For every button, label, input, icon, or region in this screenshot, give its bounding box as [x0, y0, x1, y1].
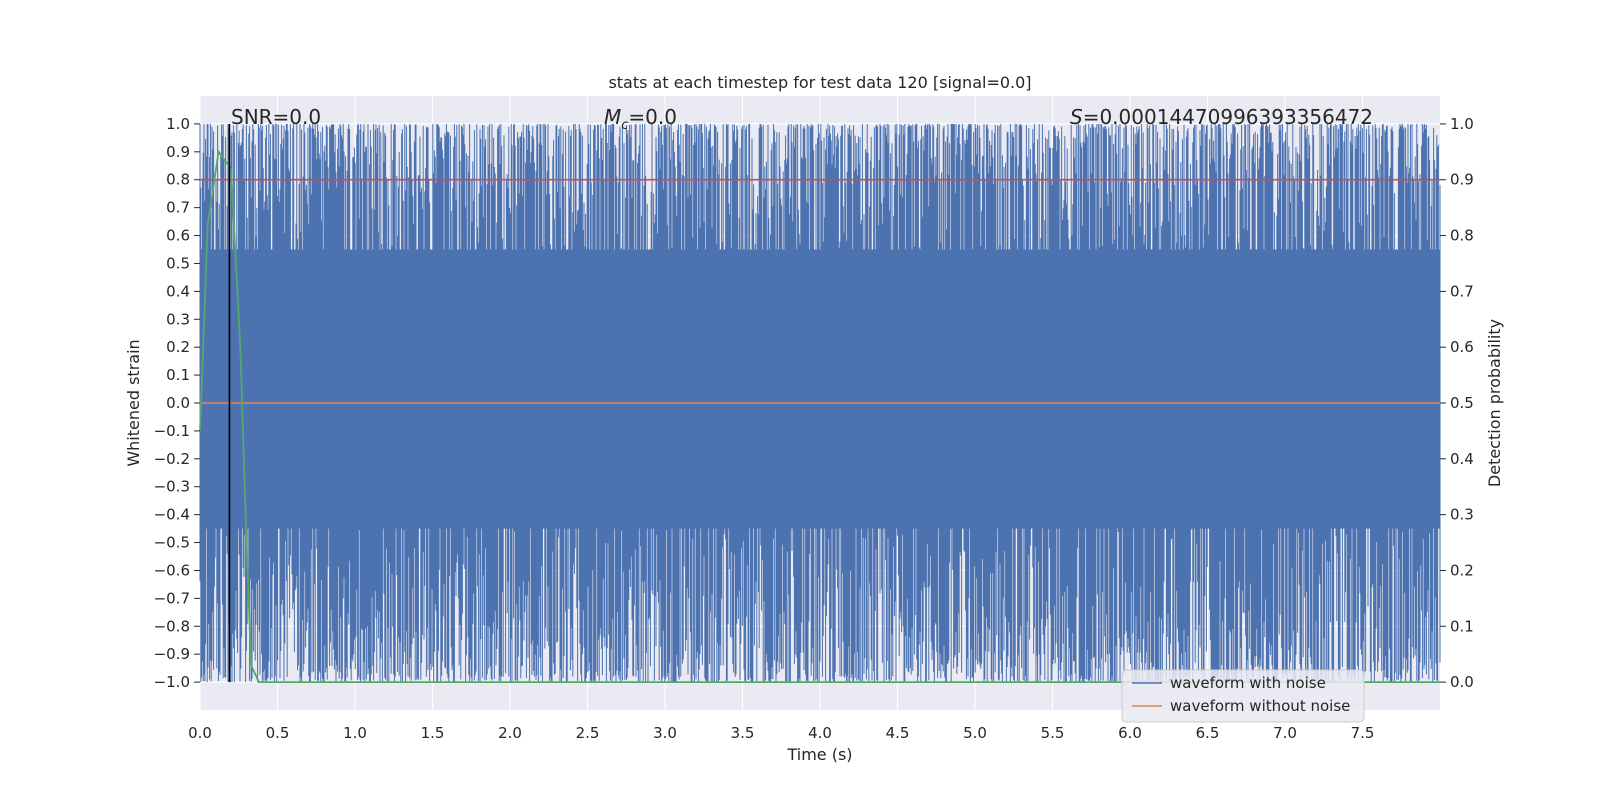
x-tick-label: 5.0 — [963, 724, 987, 742]
y-tick-label: 0.6 — [166, 227, 190, 245]
x-tick-label: 3.0 — [653, 724, 677, 742]
y2-tick-label: 0.0 — [1450, 673, 1474, 691]
y-tick-label: −0.7 — [154, 589, 190, 607]
legend-label-waveform-without-noise: waveform without noise — [1170, 697, 1350, 715]
y2-tick-labels: 1.0 0.9 0.8 0.7 0.6 0.5 0.4 0.3 0.2 0.1 0.0 — [1440, 115, 1474, 691]
x-tick-label: 6.5 — [1196, 724, 1220, 742]
x-tick-label: 0.5 — [266, 724, 290, 742]
y-tick-label: 0.7 — [166, 199, 190, 217]
series-waveform-with-noise — [199, 123, 1441, 683]
x-tick-label: 4.0 — [808, 724, 832, 742]
annotation-statistic: S=0.00014470996393356472 — [1070, 105, 1373, 129]
series-detection-probability — [199, 149, 1440, 683]
y-tick-label: 0.8 — [166, 171, 190, 189]
y-tick-label: −1.0 — [154, 673, 190, 691]
y2-tick-label: 1.0 — [1450, 115, 1474, 133]
y-tick-label: 0.3 — [166, 310, 190, 328]
x-tick-label: 1.0 — [343, 724, 367, 742]
y2-axis-label: Detection probability — [1485, 319, 1504, 487]
y-tick-label: −0.4 — [154, 506, 190, 524]
y2-tick-label: 0.7 — [1450, 282, 1474, 300]
x-tick-label: 2.5 — [576, 724, 600, 742]
y-tick-label: 0.5 — [166, 254, 190, 272]
y2-tick-label: 0.9 — [1450, 171, 1474, 189]
y-tick-label: −0.6 — [154, 561, 190, 579]
series-lines — [199, 123, 1440, 683]
y-tick-label: 1.0 — [166, 115, 190, 133]
annotation-mc-subscript: c — [621, 118, 628, 133]
y-axis-label: Whitened strain — [124, 339, 143, 466]
y2-tick-label: 0.4 — [1450, 450, 1474, 468]
y-tick-label: −0.9 — [154, 645, 190, 663]
legend: waveform with noise waveform without noi… — [1121, 669, 1365, 723]
y-tick-label: 0.4 — [166, 282, 190, 300]
legend-label-waveform-with-noise: waveform with noise — [1170, 674, 1326, 692]
legend-box — [1121, 669, 1365, 723]
y-tick-label: 0.0 — [166, 394, 190, 412]
annotation-s-value: =0.00014470996393356472 — [1083, 105, 1373, 129]
y2-tick-label: 0.3 — [1450, 506, 1474, 524]
y2-tick-label: 0.6 — [1450, 338, 1474, 356]
annotation-chirp-mass: Mc=0.0 — [604, 105, 677, 133]
y-tick-labels: 1.0 0.9 0.8 0.7 0.6 0.5 0.4 0.3 0.2 0.1 0.0 −0.1 −0.… — [154, 115, 200, 691]
annotation-mc-value: =0.0 — [628, 105, 677, 129]
x-tick-label: 7.5 — [1351, 724, 1375, 742]
annotation-s-symbol: S — [1070, 105, 1083, 129]
x-tick-label: 4.5 — [886, 724, 910, 742]
annotation-mc-symbol: M — [604, 105, 621, 129]
x-tick-label: 6.0 — [1118, 724, 1142, 742]
x-tick-label: 3.5 — [731, 724, 755, 742]
y2-tick-label: 0.2 — [1450, 561, 1474, 579]
x-tick-labels: 0.0 0.5 1.0 1.5 2.0 2.5 3.0 3.5 4.0 4.5 5.0 5.5 6.0 6… — [188, 724, 1374, 742]
y-tick-label: 0.2 — [166, 338, 190, 356]
y-tick-label: 0.9 — [166, 143, 190, 161]
y2-tick-label: 0.8 — [1450, 227, 1474, 245]
x-tick-label: 5.5 — [1041, 724, 1065, 742]
y-tick-label: −0.2 — [154, 450, 190, 468]
x-axis-label: Time (s) — [786, 745, 852, 764]
y2-tick-label: 0.5 — [1450, 394, 1474, 412]
chart-title: stats at each timestep for test data 120… — [608, 73, 1031, 92]
y-tick-label: 0.1 — [166, 366, 190, 384]
y-tick-label: −0.3 — [154, 478, 190, 496]
x-tick-label: 1.5 — [421, 724, 445, 742]
y-tick-label: −0.8 — [154, 617, 190, 635]
annotation-snr: SNR=0.0 — [231, 105, 321, 129]
y-tick-label: −0.1 — [154, 422, 190, 440]
y2-tick-label: 0.1 — [1450, 617, 1474, 635]
x-tick-label: 2.0 — [498, 724, 522, 742]
x-tick-label: 7.0 — [1273, 724, 1297, 742]
noise-path — [199, 123, 1441, 683]
y-tick-label: −0.5 — [154, 534, 190, 552]
x-tick-label: 0.0 — [188, 724, 212, 742]
